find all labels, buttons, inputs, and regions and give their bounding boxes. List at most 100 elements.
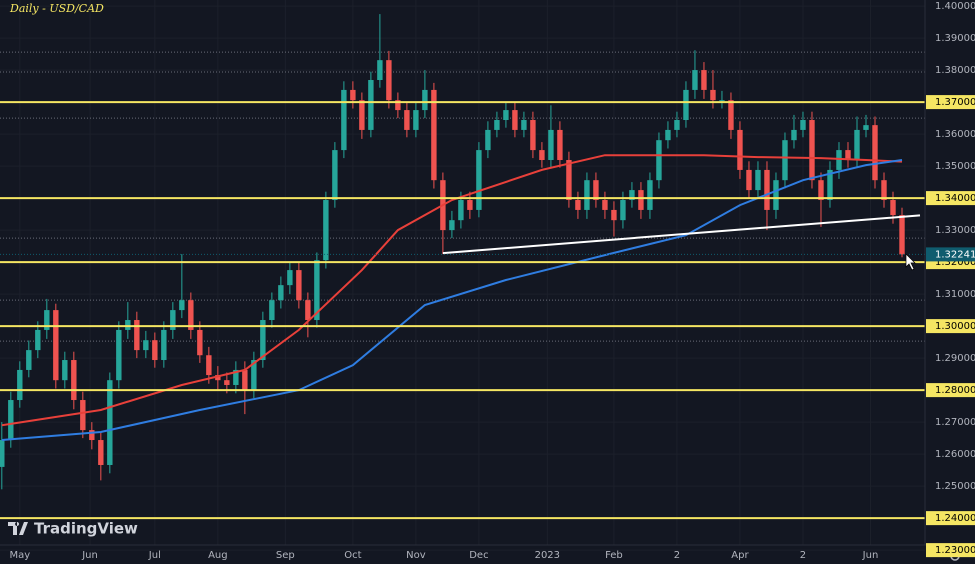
candle-body	[107, 380, 113, 465]
candle-body	[566, 160, 572, 201]
candle-body	[809, 120, 815, 181]
candle-body	[620, 200, 626, 221]
candle-body	[800, 120, 806, 130]
candle-body	[899, 215, 905, 255]
candle-body	[818, 180, 824, 201]
candle-body	[278, 285, 284, 301]
candle-body	[62, 360, 68, 381]
candle-body	[881, 180, 887, 201]
candle-body	[233, 369, 239, 385]
candle-body	[287, 270, 293, 286]
candle-body	[242, 369, 248, 391]
x-tick-label: 2	[800, 550, 806, 561]
candle-body	[422, 89, 428, 111]
candle-body	[755, 169, 761, 191]
tick-highlight	[926, 95, 975, 110]
candle-body	[449, 220, 455, 231]
y-tick-label: 1.32000	[935, 257, 975, 268]
candle-body	[134, 320, 140, 351]
candle-body	[593, 180, 599, 201]
y-tick-label: 1.34000	[935, 193, 975, 204]
candle-body	[395, 100, 401, 111]
y-tick-label: 1.28000	[935, 385, 975, 396]
candle-body	[17, 369, 23, 401]
candle-body	[188, 300, 194, 330]
y-tick-label: 1.30000	[935, 321, 975, 332]
y-tick-label: 1.31000	[935, 289, 975, 300]
logo-icon	[8, 522, 28, 535]
candle-body	[575, 200, 581, 210]
tick-highlight	[926, 383, 975, 398]
candle-body	[773, 180, 779, 210]
y-tick-label: 1.26000	[935, 449, 975, 460]
x-tick-label: Sep	[276, 550, 295, 561]
plot-area	[0, 14, 925, 520]
candle-body	[71, 360, 77, 401]
candle-body	[611, 209, 617, 221]
candle-body	[467, 200, 473, 210]
x-tick-label: Jun	[862, 550, 879, 561]
candle-body	[890, 200, 896, 216]
x-tick-label: Jun	[81, 550, 98, 561]
line-series	[442, 214, 921, 255]
candle-body	[692, 70, 698, 90]
tick-highlight	[926, 191, 975, 206]
candle-body	[323, 200, 329, 261]
line-series	[1, 154, 903, 427]
x-tick-label: Feb	[605, 550, 623, 561]
candle-body	[827, 169, 833, 201]
y-tick-label: 1.38000	[935, 65, 975, 76]
x-tick-label: 2023	[535, 550, 560, 561]
candle-body	[44, 310, 50, 330]
candle-body	[161, 329, 167, 361]
candle-body	[872, 125, 878, 181]
candle-body	[260, 320, 266, 361]
candle-body	[332, 150, 338, 201]
candle-body	[674, 120, 680, 130]
candle-body	[53, 310, 59, 381]
y-tick-label: 1.35000	[935, 161, 975, 172]
candle-body	[152, 340, 158, 361]
candle-body	[521, 120, 527, 130]
candle-body	[782, 140, 788, 181]
candle-body	[458, 200, 464, 221]
candle-body	[701, 70, 707, 90]
x-tick-label: Nov	[406, 550, 426, 561]
chart-title: Daily - USD/CAD	[9, 2, 104, 15]
x-tick-label: Apr	[731, 550, 749, 561]
x-tick-label: Oct	[344, 550, 361, 561]
watermark: TradingView	[34, 520, 138, 538]
y-tick-label: 1.39000	[935, 33, 975, 44]
y-tick-label: 1.29000	[935, 353, 975, 364]
candle-body	[26, 350, 32, 370]
candle-body	[368, 80, 374, 130]
candle-body	[719, 100, 725, 102]
candle-body	[728, 100, 734, 130]
candle-body	[476, 150, 482, 210]
y-tick-label: 1.33000	[935, 225, 975, 236]
candle-body	[0, 440, 5, 467]
candle-body	[251, 360, 257, 391]
candle-body	[746, 169, 752, 191]
candle-body	[80, 400, 86, 431]
candle-body	[683, 89, 689, 121]
candle-body	[854, 129, 860, 161]
candle-body	[125, 320, 131, 330]
candle-body	[548, 129, 554, 161]
candle-body	[359, 100, 365, 130]
candle-body	[494, 120, 500, 130]
candle-body	[269, 300, 275, 321]
y-tick-label: 1.36000	[935, 129, 975, 140]
candle-body	[404, 110, 410, 130]
candle-body	[656, 140, 662, 181]
tick-highlight	[926, 511, 975, 526]
logo: TradingView	[8, 520, 138, 538]
x-tick-label: 2	[674, 550, 680, 561]
candle-body	[512, 110, 518, 130]
candle-body	[197, 329, 203, 356]
candle-body	[377, 60, 383, 81]
x-tick-label: Jul	[148, 550, 161, 561]
candle-body	[98, 440, 104, 465]
